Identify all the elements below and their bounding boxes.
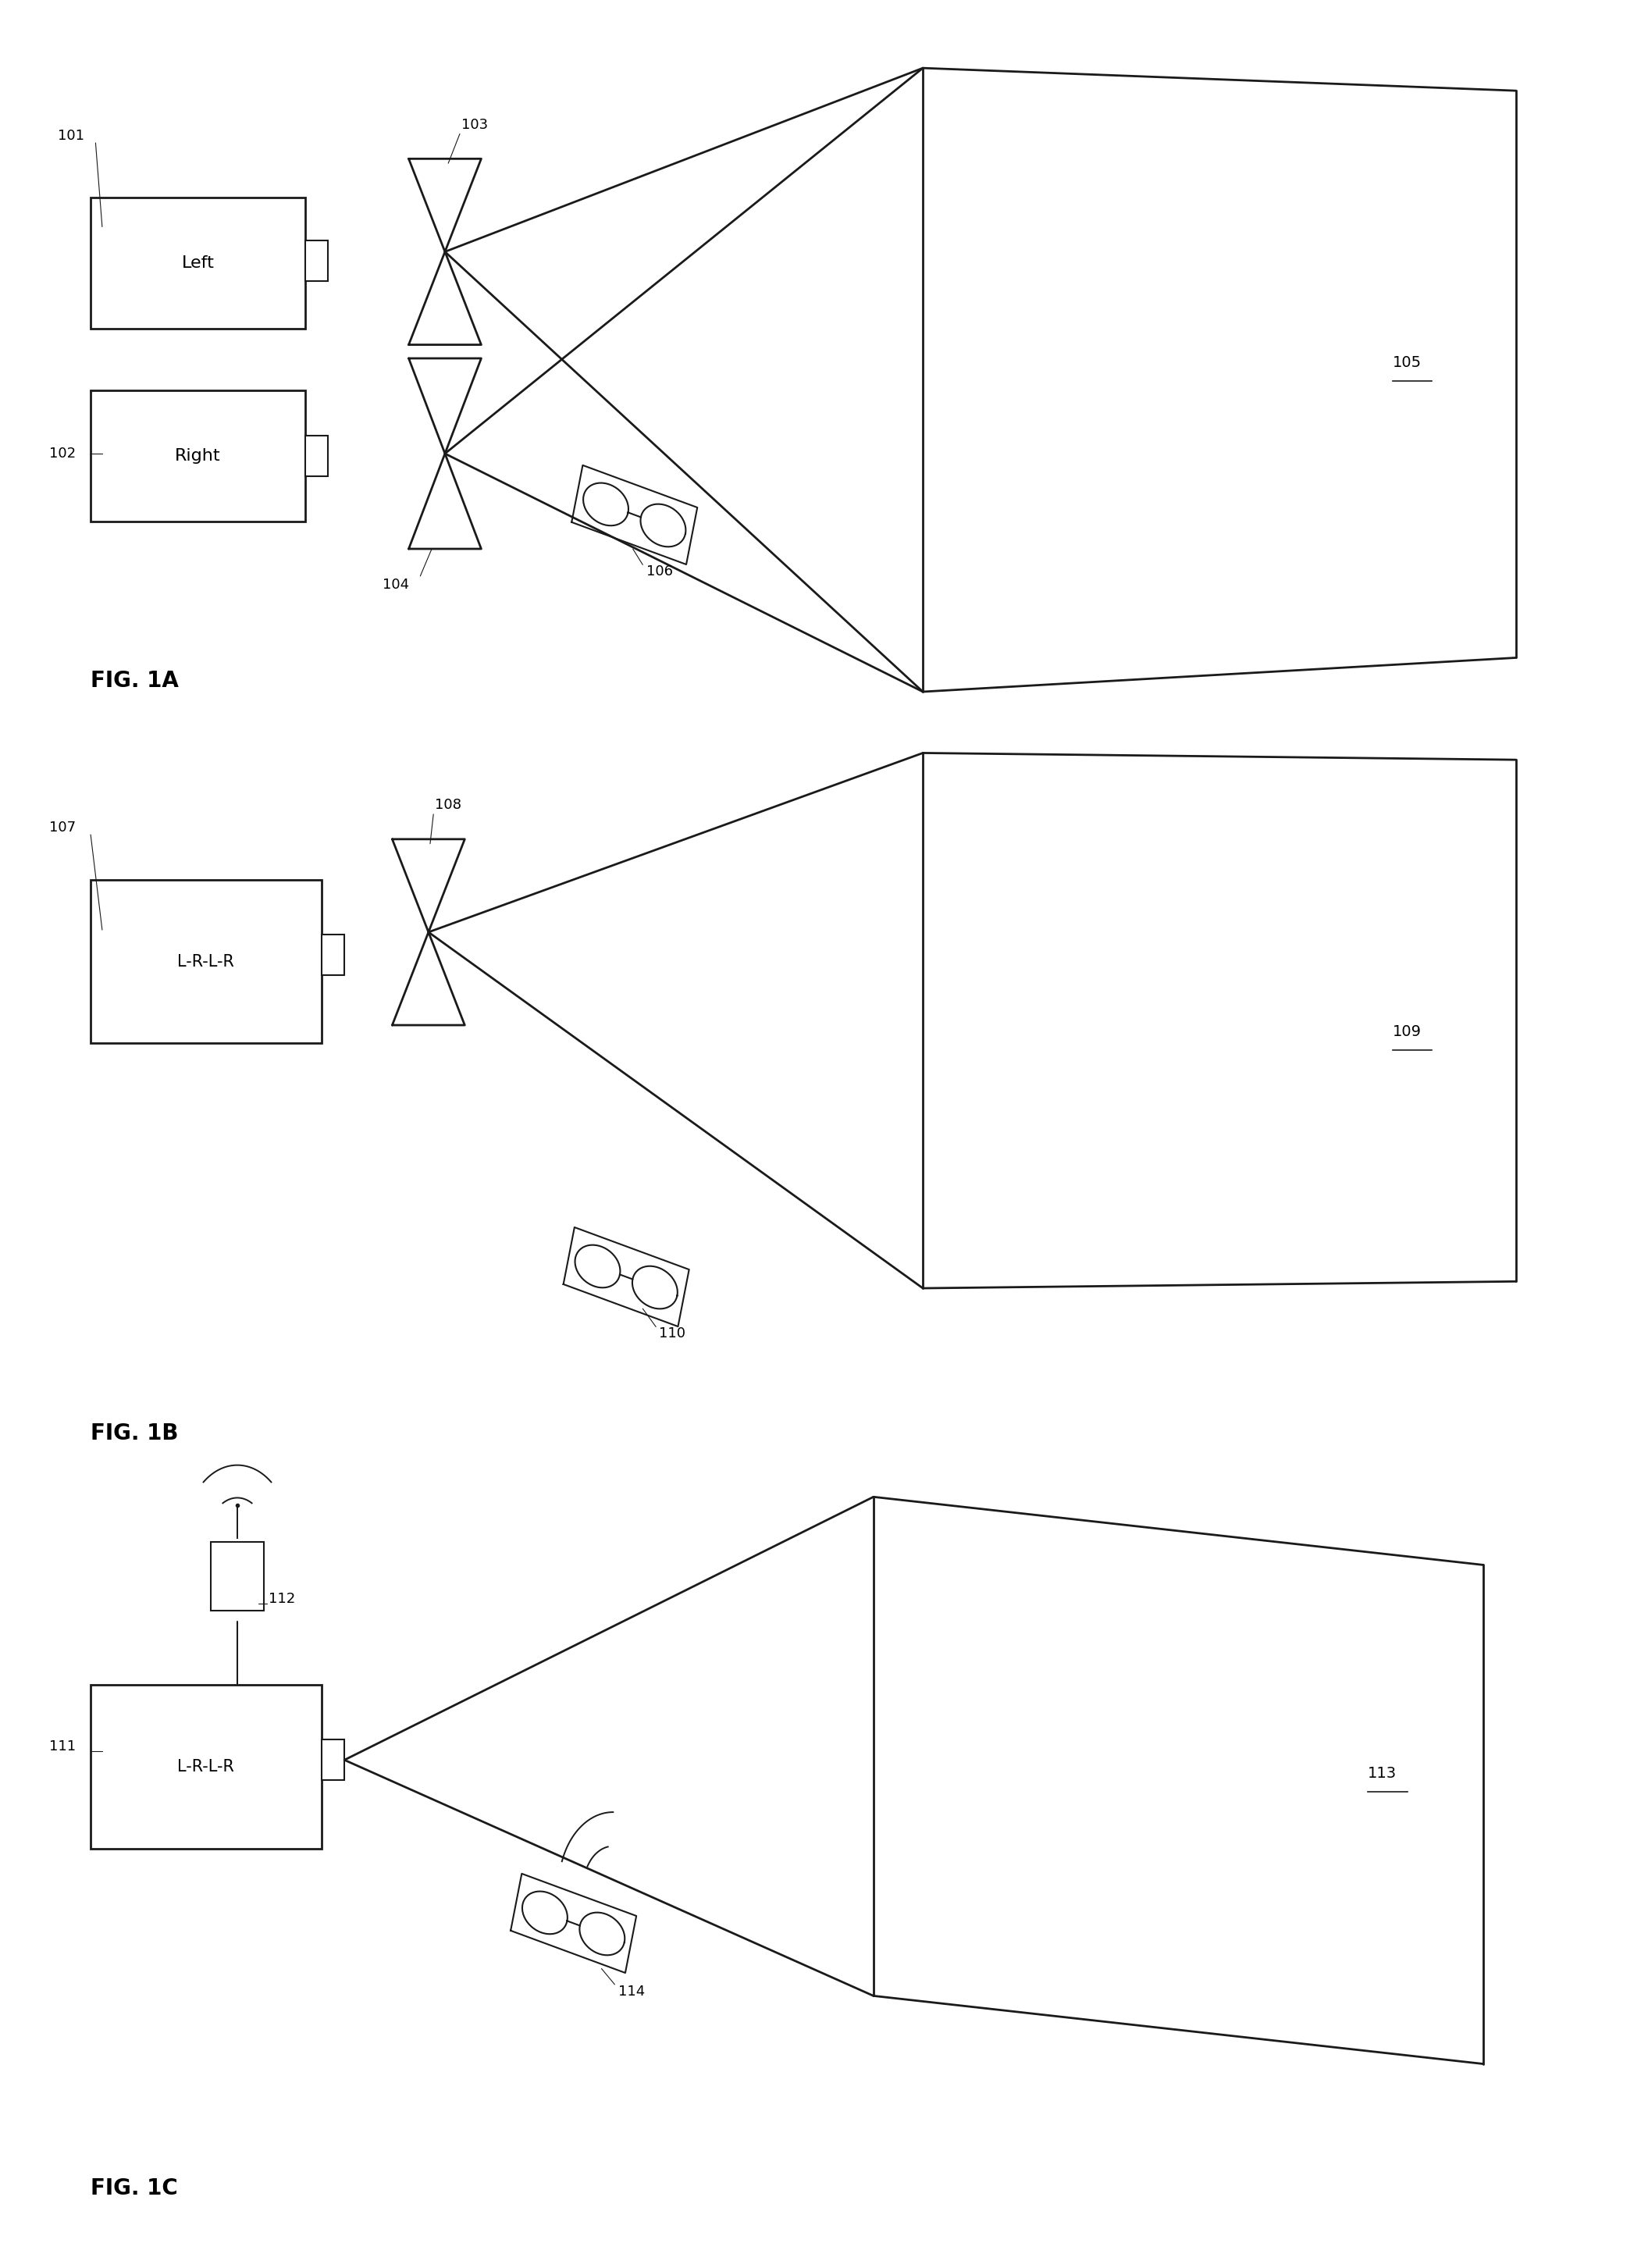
Bar [91, 1685, 321, 1848]
Text: 110: 110 [659, 1327, 686, 1340]
Bar [211, 1542, 264, 1610]
Bar [91, 390, 305, 522]
Bar [321, 934, 344, 975]
Text: Right: Right [175, 449, 221, 463]
Text: 103: 103 [461, 118, 488, 132]
Text: 105: 105 [1393, 356, 1422, 370]
Text: L-R-L-R: L-R-L-R [178, 1760, 234, 1774]
Bar [305, 240, 328, 281]
Text: 108: 108 [435, 798, 461, 812]
Text: Left: Left [181, 256, 214, 270]
Text: 104: 104 [382, 578, 409, 592]
Text: 107: 107 [49, 821, 76, 835]
Text: FIG. 1B: FIG. 1B [91, 1422, 178, 1445]
Bar [321, 1740, 344, 1780]
Bar [91, 197, 305, 329]
Text: 112: 112 [269, 1592, 295, 1606]
Bar [91, 880, 321, 1043]
Bar [305, 435, 328, 476]
Text: 111: 111 [49, 1740, 76, 1753]
Text: FIG. 1A: FIG. 1A [91, 669, 178, 692]
Text: 102: 102 [49, 447, 76, 460]
Text: L-R-L-R: L-R-L-R [178, 955, 234, 968]
Text: 109: 109 [1393, 1025, 1422, 1039]
Text: 114: 114 [618, 1984, 644, 1998]
Text: FIG. 1C: FIG. 1C [91, 2177, 178, 2200]
Text: 113: 113 [1368, 1767, 1398, 1780]
Text: 106: 106 [646, 565, 672, 578]
Text: 101: 101 [58, 129, 84, 143]
